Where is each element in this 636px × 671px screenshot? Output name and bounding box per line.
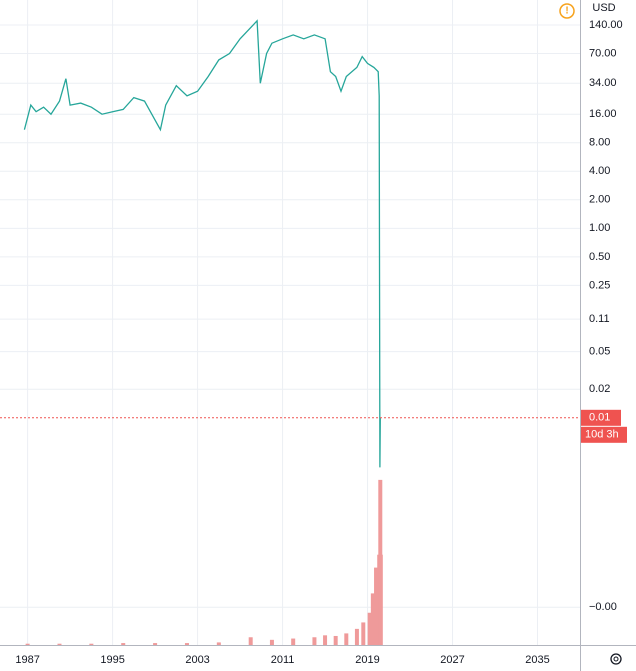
volume-bar (323, 635, 328, 645)
x-tick-label: 1995 (100, 654, 124, 666)
volume-bar (269, 639, 274, 645)
x-tick-label: 2003 (185, 654, 209, 666)
volume-bar (354, 628, 359, 645)
volume-bar (367, 612, 372, 645)
volume-bar (344, 633, 349, 645)
currency-label: USD (592, 2, 615, 14)
countdown-label: 10d 3h (585, 429, 619, 441)
price-line (23, 19, 381, 468)
volume-bar (378, 554, 383, 645)
last-price-box (581, 409, 621, 426)
y-tick-label: 2.00 (589, 194, 610, 206)
volume-bar (121, 643, 126, 645)
x-tick-label: 1987 (15, 654, 39, 666)
y-tick-label: 34.00 (589, 77, 617, 89)
plot-layer: 140.00 70.00 34.00 16.00 8.00 4.00 2.00 1.00 0.5… (0, 0, 627, 666)
volume-bar (333, 635, 338, 645)
volume-bar (312, 637, 317, 645)
volume-bar (153, 643, 158, 645)
settings-gear (610, 653, 622, 665)
y-tick-label: 0.25 (589, 279, 610, 291)
y-tick-label: −0.00 (589, 601, 617, 613)
x-tick-label: 2019 (355, 654, 379, 666)
volume-bar (25, 643, 30, 645)
volume-bar (216, 642, 221, 645)
x-tick-label: 2035 (525, 654, 549, 666)
y-tick-label: 16.00 (589, 108, 617, 120)
last-price-label: 0.01 (589, 412, 610, 424)
alert-icon[interactable] (559, 3, 575, 19)
settings-icon[interactable] (610, 653, 622, 665)
volume-bar (361, 622, 366, 645)
volume-bar (248, 637, 253, 645)
y-tick-label: 8.00 (589, 137, 610, 149)
settings-hub (613, 656, 619, 662)
y-tick-label: 0.05 (589, 345, 610, 357)
volume-bar (89, 643, 94, 645)
y-tick-label: 1.00 (589, 222, 610, 234)
y-tick-label: 70.00 (589, 47, 617, 59)
y-tick-label: 140.00 (589, 19, 623, 31)
x-tick-label: 2011 (271, 654, 295, 666)
alert-icon-mark: ! (565, 6, 568, 17)
y-tick-label: 0.02 (589, 383, 610, 395)
volume-bar (291, 638, 296, 645)
volume-bar (57, 643, 62, 645)
volume-bar (184, 643, 189, 645)
x-tick-label: 2027 (440, 654, 464, 666)
y-tick-label: 0.11 (589, 313, 610, 325)
countdown-box (581, 426, 627, 443)
y-tick-label: 4.00 (589, 165, 610, 177)
volume-bar (374, 567, 379, 645)
volume-bar (370, 593, 375, 645)
y-tick-label: 0.50 (589, 251, 610, 263)
